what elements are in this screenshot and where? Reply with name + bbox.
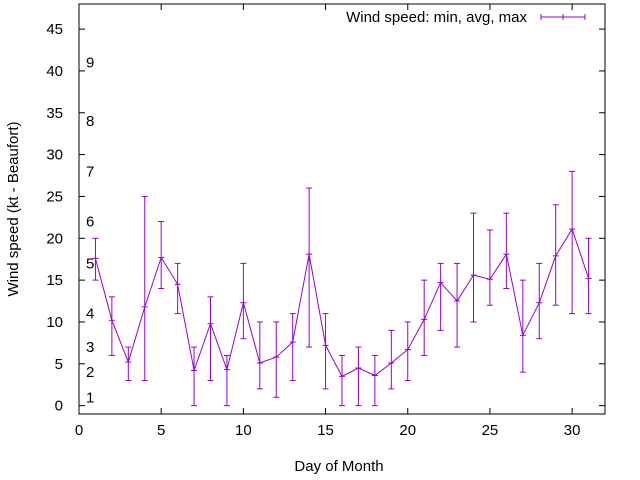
x-tick-label: 20	[399, 422, 416, 439]
beaufort-label: 2	[86, 364, 94, 381]
plot-frame	[78, 3, 606, 415]
error-bar-point	[273, 321, 280, 398]
error-bar-point	[519, 279, 526, 373]
y-tick-label: 45	[46, 21, 63, 38]
y-tick-label: 5	[55, 356, 63, 373]
error-bar-point	[306, 187, 313, 348]
beaufort-label: 6	[86, 214, 94, 231]
error-bar-point	[339, 354, 345, 407]
y-tick-label: 25	[46, 188, 63, 205]
error-bar-point	[569, 170, 576, 315]
y-tick-label: 20	[46, 230, 63, 247]
x-tick-label: 5	[157, 422, 165, 439]
error-bar-point	[552, 204, 559, 306]
legend: Wind speed: min, avg, max	[346, 9, 586, 26]
error-bar-point	[141, 195, 148, 382]
error-bar-point	[125, 346, 132, 382]
error-bar-point	[92, 237, 99, 281]
series-line	[94, 227, 590, 377]
y-tick-label: 30	[46, 147, 63, 164]
error-bar-point	[486, 229, 493, 306]
y-tick-label: 15	[46, 272, 63, 289]
error-bar-point	[322, 313, 329, 390]
y-tick-label: 0	[55, 398, 63, 415]
series-layer	[92, 170, 592, 407]
error-bar-point	[371, 354, 378, 407]
error-bar-point	[421, 279, 428, 356]
legend-label: Wind speed: min, avg, max	[346, 9, 527, 26]
x-tick-label: 25	[482, 422, 499, 439]
error-bar-point	[470, 212, 477, 323]
x-axis-label: Day of Month	[294, 458, 383, 475]
beaufort-label: 8	[86, 113, 94, 130]
beaufort-scale-labels: 1 2 3 4 5 6 7 8 9	[86, 55, 94, 407]
error-bar-point	[289, 313, 296, 382]
error-bar-point	[585, 237, 592, 315]
error-bar-point	[536, 262, 543, 340]
x-tick-label: 30	[564, 422, 581, 439]
beaufort-label: 3	[86, 339, 94, 356]
x-tick-label: 0	[75, 422, 83, 439]
x-axis: 0 5 10 15 20 25 30	[75, 4, 581, 439]
error-bar-point	[158, 221, 165, 289]
beaufort-label: 7	[86, 163, 94, 180]
error-bar-point	[207, 296, 214, 382]
error-bar-point	[256, 321, 263, 390]
error-bar-point	[454, 262, 461, 348]
beaufort-label: 5	[86, 255, 94, 272]
error-bar-point	[108, 296, 115, 356]
error-bar-point	[240, 262, 247, 340]
error-bar-point	[174, 262, 181, 315]
y-tick-label: 10	[46, 314, 63, 331]
x-tick-label: 10	[235, 422, 252, 439]
y-tick-label: 35	[46, 105, 63, 122]
error-bar-point	[223, 354, 230, 407]
error-bar-point	[191, 346, 198, 407]
legend-sample	[540, 14, 586, 20]
error-bar-point	[404, 321, 411, 382]
x-tick-label: 15	[317, 422, 334, 439]
error-bar-point	[355, 346, 362, 407]
y-axis-label: Wind speed (kt - Beaufort)	[5, 121, 22, 296]
y-tick-label: 40	[46, 63, 63, 80]
error-bar-point	[437, 262, 444, 331]
error-bar-point	[388, 329, 395, 390]
beaufort-label: 4	[86, 306, 94, 323]
beaufort-label: 9	[86, 55, 94, 72]
error-bar-point	[503, 212, 510, 289]
beaufort-label: 1	[86, 389, 94, 406]
